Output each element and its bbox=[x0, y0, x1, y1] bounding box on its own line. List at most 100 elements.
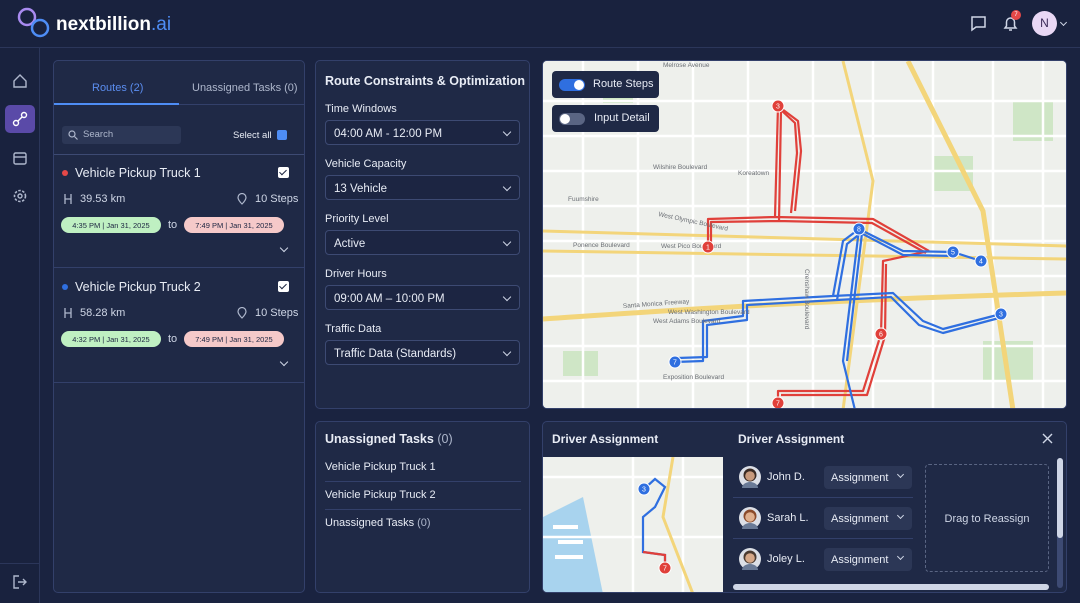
driver-name: Sarah L. bbox=[767, 512, 809, 524]
assign-button[interactable]: Assignment bbox=[824, 466, 912, 489]
field-select[interactable]: 09:00 AM – 10:00 PM bbox=[325, 285, 520, 310]
sidebar-divider bbox=[0, 563, 40, 564]
home-icon[interactable] bbox=[12, 73, 28, 89]
stop-number: 3 bbox=[642, 487, 646, 494]
start-time: 4:35 PM | Jan 31, 2025 bbox=[61, 217, 161, 233]
calendar-icon[interactable] bbox=[12, 150, 28, 166]
vehicle-dot bbox=[62, 284, 68, 290]
gear-hub bbox=[17, 193, 23, 199]
chat-icon[interactable] bbox=[970, 15, 987, 32]
unassigned-item[interactable]: Unassigned Tasks (0) bbox=[325, 518, 431, 529]
vehicle-card[interactable]: Vehicle Pickup Truck 1 39.53 km 10 Steps 4:… bbox=[54, 154, 304, 268]
stop-marker[interactable] bbox=[701, 240, 715, 254]
route-link bbox=[17, 116, 23, 122]
settings-icon[interactable] bbox=[12, 188, 28, 204]
field-select[interactable]: Traffic Data (Standards) bbox=[325, 340, 520, 365]
avatar-body bbox=[742, 564, 758, 570]
stop-marker[interactable] bbox=[668, 355, 682, 369]
driver-map[interactable]: 37 bbox=[543, 457, 723, 593]
streets bbox=[543, 457, 723, 592]
piers bbox=[553, 525, 583, 559]
street-label: Fuumshire bbox=[568, 196, 599, 203]
stop-number: 7 bbox=[776, 401, 780, 408]
calendar-shape bbox=[13, 152, 27, 165]
vehicle-checkbox[interactable] bbox=[278, 281, 289, 292]
stop-marker[interactable] bbox=[771, 99, 785, 113]
stop-marker[interactable] bbox=[994, 307, 1008, 321]
avatar-face bbox=[745, 553, 755, 563]
button-text: Assignment bbox=[831, 472, 889, 484]
route-line bbox=[674, 227, 1002, 408]
search-lens bbox=[68, 130, 76, 138]
steps-icon bbox=[237, 307, 247, 319]
toggle-label: Input Detail bbox=[594, 112, 650, 124]
scrollbar-v[interactable] bbox=[1057, 458, 1063, 588]
unassigned-panel: Unassigned Tasks (0) Vehicle Pickup Truc… bbox=[315, 421, 530, 593]
avatar-caret[interactable] bbox=[1059, 18, 1068, 27]
field-select[interactable]: Active bbox=[325, 230, 520, 255]
toggle-card[interactable]: Route Steps bbox=[552, 71, 659, 98]
search-handle bbox=[74, 136, 78, 140]
route-line bbox=[706, 104, 930, 403]
avatar[interactable]: N bbox=[1032, 11, 1057, 36]
scroll-thumb[interactable] bbox=[1057, 458, 1063, 538]
stop-number: 8 bbox=[857, 227, 861, 234]
search-box[interactable]: Search bbox=[62, 126, 181, 144]
stop-marker[interactable] bbox=[946, 245, 960, 259]
stop-marker[interactable] bbox=[874, 327, 888, 341]
drop-zone[interactable]: Drag to Reassign bbox=[925, 464, 1049, 572]
toggle-knob bbox=[560, 114, 570, 124]
vehicle-card[interactable]: Vehicle Pickup Truck 2 58.28 km 10 Steps 4:… bbox=[54, 269, 304, 383]
unassigned-item[interactable]: Vehicle Pickup Truck 2 bbox=[325, 490, 436, 501]
item-divider bbox=[325, 481, 521, 482]
close-button[interactable] bbox=[1042, 433, 1053, 444]
scrollbar-h[interactable] bbox=[733, 584, 1049, 590]
vehicle-dot bbox=[62, 170, 68, 176]
stop-marker[interactable] bbox=[852, 222, 866, 236]
assign-button[interactable]: Assignment bbox=[824, 548, 912, 571]
vehicle-checkbox[interactable] bbox=[278, 167, 289, 178]
pin-shape bbox=[237, 307, 247, 319]
street-label: Wilshire Boulevard bbox=[653, 164, 708, 171]
map-panel: Melrose Avenue Wilshire Boulevard Koreatow… bbox=[542, 60, 1067, 409]
search-icon bbox=[68, 130, 78, 140]
vehicle-name: Vehicle Pickup Truck 1 bbox=[75, 166, 201, 180]
distance-icon bbox=[64, 194, 72, 204]
unassigned-item[interactable]: Vehicle Pickup Truck 1 bbox=[325, 462, 436, 473]
field-value: 13 Vehicle bbox=[334, 183, 388, 195]
avatar-face bbox=[745, 471, 755, 481]
expand-chevron[interactable] bbox=[279, 243, 289, 253]
stop-number: 6 bbox=[879, 332, 883, 339]
stop-marker[interactable] bbox=[637, 482, 651, 496]
toggle-on[interactable] bbox=[559, 79, 585, 91]
distance-icon bbox=[64, 308, 72, 318]
toggle-off[interactable] bbox=[559, 113, 585, 125]
field-select[interactable]: 13 Vehicle bbox=[325, 175, 520, 200]
toggle-card[interactable]: Input Detail bbox=[552, 105, 659, 132]
driver-avatar bbox=[739, 466, 761, 488]
stop-marker[interactable] bbox=[974, 254, 988, 268]
gear-shape bbox=[13, 189, 27, 203]
stop-marker[interactable] bbox=[658, 561, 672, 575]
stop-number: 5 bbox=[951, 250, 955, 257]
chat-shape bbox=[971, 16, 986, 32]
select-all-label: Select all bbox=[233, 130, 272, 141]
expand-chevron[interactable] bbox=[279, 357, 289, 367]
home-shape bbox=[13, 74, 27, 88]
logout-icon[interactable] bbox=[12, 574, 28, 590]
freeway bbox=[841, 61, 875, 408]
tab-unassigned[interactable]: Unassigned Tasks (0) bbox=[192, 82, 298, 94]
freeway bbox=[661, 457, 694, 592]
route-map[interactable]: Melrose Avenue Wilshire Boulevard Koreatow… bbox=[543, 61, 1067, 409]
stop-marker[interactable] bbox=[771, 396, 785, 409]
start-time: 4:32 PM | Jan 31, 2025 bbox=[61, 331, 161, 347]
select-all-checkbox[interactable] bbox=[277, 130, 287, 140]
stop-number: 3 bbox=[999, 312, 1003, 319]
route-line bbox=[709, 108, 927, 397]
assign-button[interactable]: Assignment bbox=[824, 507, 912, 530]
tab-routes[interactable]: Routes (2) bbox=[92, 82, 144, 94]
field-select[interactable]: 04:00 AM - 12:00 PM bbox=[325, 120, 520, 145]
routes-icon bbox=[12, 111, 28, 127]
